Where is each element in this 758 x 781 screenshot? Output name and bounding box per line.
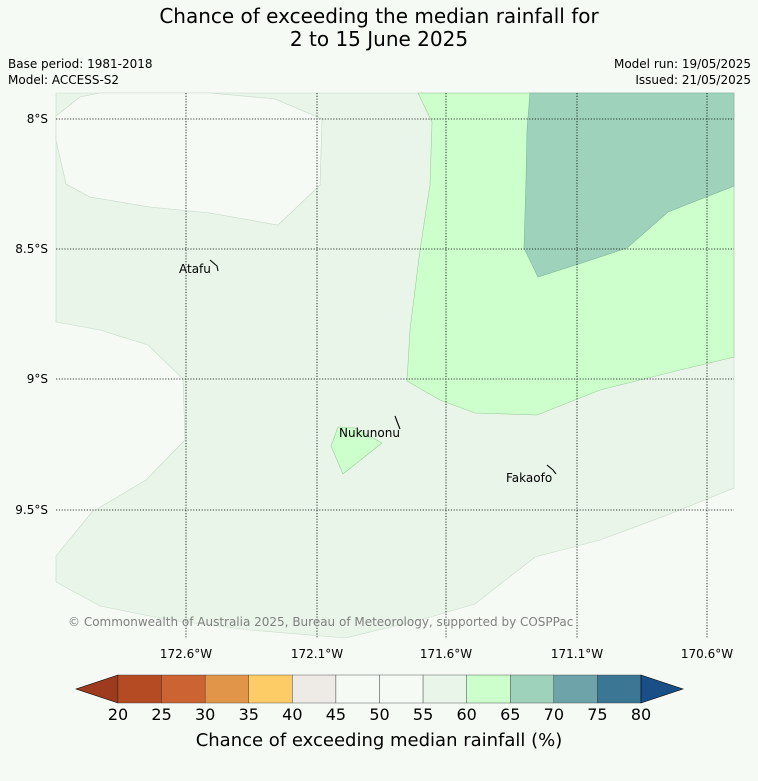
colorbar-segment-65-70 — [510, 674, 555, 704]
meta-left: Base period: 1981-2018 Model: ACCESS-S2 — [8, 56, 153, 88]
colorbar-segment-20-25 — [117, 674, 162, 704]
colorbar-segment-45-50 — [335, 674, 380, 704]
colorbar-segment-75-80 — [597, 674, 642, 704]
graticule — [56, 93, 734, 639]
colorbar-tick-65: 65 — [500, 705, 521, 724]
colorbar-tick-45: 45 — [325, 705, 347, 724]
lon-label-172-1w: 172.1°W — [290, 647, 344, 661]
lon-label-172-6w: 172.6°W — [159, 647, 213, 661]
region-65-70 — [523, 92, 735, 278]
lon-label-170-6w: 170.6°W — [680, 647, 734, 661]
issued-text: Issued: 21/05/2025 — [635, 73, 751, 87]
colorbar-segment-60-65 — [466, 674, 511, 704]
colorbar-tick-55: 55 — [412, 705, 434, 724]
nukunonu-atoll — [394, 415, 401, 430]
colorbar-tick-75: 75 — [587, 705, 608, 724]
colorbar-segment-70-75 — [553, 674, 598, 704]
title-line-1: Chance of exceeding the median rainfall … — [159, 4, 599, 28]
lat-label-9s: 9°S — [26, 372, 48, 386]
colorbar-tick-60: 60 — [456, 705, 477, 724]
colorbar-tick-70: 70 — [543, 705, 564, 724]
place-label-fakaofo: Fakaofo — [506, 471, 552, 485]
colorbar-segment-35-40 — [248, 674, 293, 704]
chart-title: Chance of exceeding the median rainfall … — [0, 5, 758, 51]
atoll-outlines — [209, 259, 557, 475]
region-60-65-patch — [330, 426, 383, 475]
colorbar-segment-40-45 — [292, 674, 337, 704]
colorbar-segment-30-35 — [204, 674, 249, 704]
colorbar-tick-35: 35 — [238, 705, 259, 724]
colorbar — [75, 674, 684, 704]
colorbar-segment-50-55 — [379, 674, 424, 704]
colorbar-segment-25-30 — [161, 674, 206, 704]
colorbar-tick-20: 20 — [107, 705, 129, 724]
colorbar-tick-50: 50 — [369, 705, 390, 724]
fakaofo-atoll — [546, 464, 557, 475]
meta-right: Model run: 19/05/2025 Issued: 21/05/2025 — [614, 56, 751, 88]
atafu-atoll — [209, 259, 219, 272]
model-run-text: Model run: 19/05/2025 — [613, 57, 751, 71]
lon-label-171-6w: 171.6°W — [419, 647, 473, 661]
colorbar-tick-25: 25 — [151, 705, 172, 724]
region-below-50-north — [55, 92, 323, 226]
title-line-2: 2 to 15 June 2025 — [289, 27, 469, 51]
colorbar-tick-30: 30 — [194, 705, 216, 724]
place-label-atafu: Atafu — [179, 262, 211, 276]
colorbar-tick-40: 40 — [282, 705, 303, 724]
copyright-text: © Commonwealth of Australia 2025, Bureau… — [68, 615, 573, 629]
base-period-text: Base period: 1981-2018 — [8, 57, 153, 71]
lon-label-171-1w: 171.1°W — [550, 647, 604, 661]
colorbar-tick-80: 80 — [630, 705, 652, 724]
colorbar-segment-55-60 — [422, 674, 467, 704]
colorbar-title: Chance of exceeding median rainfall (%) — [195, 730, 563, 751]
colorbar-extend-low — [75, 674, 119, 704]
place-label-nukunonu: Nukunonu — [339, 426, 400, 440]
colorbar-extend-high — [640, 674, 684, 704]
model-text: Model: ACCESS-S2 — [8, 73, 120, 87]
lat-label-8s: 8°S — [26, 112, 48, 126]
lat-label-8-5s: 8.5°S — [15, 242, 48, 256]
lat-label-9-5s: 9.5°S — [15, 503, 48, 517]
